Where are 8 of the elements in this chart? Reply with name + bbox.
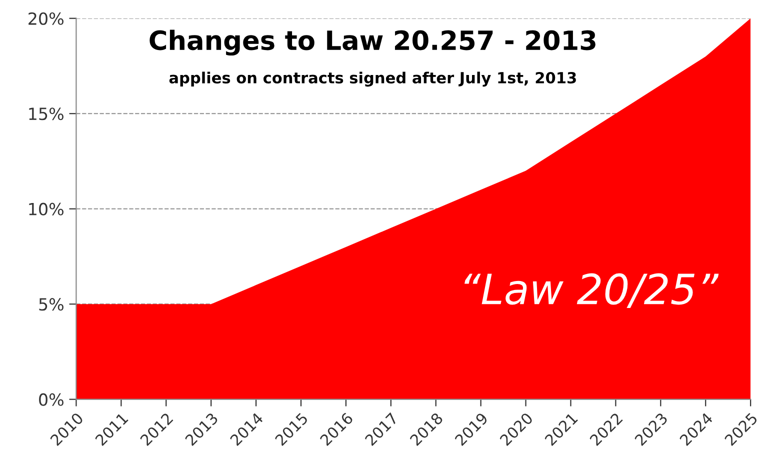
annotation: “Law 20/25” [464, 273, 719, 308]
text: applies on contracts signed after July 1st, 2013 [169, 72, 576, 87]
chart-title: Changes to Law 20.257 - 2013 [150, 30, 596, 56]
y-tick-label: 20% [28, 12, 64, 25]
y-tick-label: 0% [39, 393, 64, 406]
y-tick-label: 5% [39, 298, 64, 311]
y-tick-label: 15% [29, 108, 64, 120]
y-tick-label: 10% [29, 202, 64, 216]
